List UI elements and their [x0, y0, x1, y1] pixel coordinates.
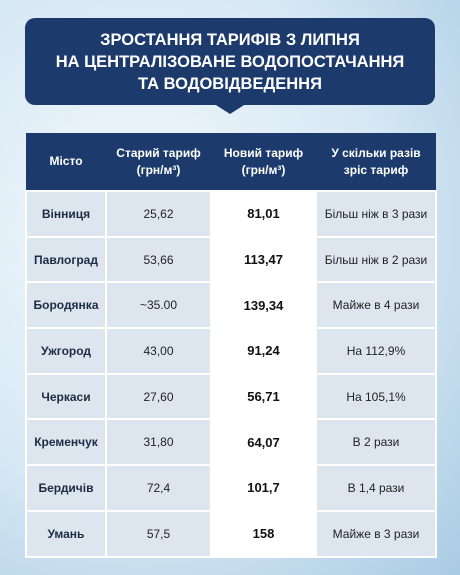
- table-cell: 56,71: [210, 372, 317, 421]
- city-cell: Павлоград: [25, 235, 107, 284]
- table-cell: В 2 рази: [315, 418, 437, 467]
- table-cell: Майже в 3 рази: [315, 509, 437, 558]
- city-cell: Бердичів: [25, 464, 107, 512]
- table-row: Кременчук 31,80 64,07 В 2 рази: [25, 418, 437, 467]
- column-header: У скільки разів зріс тариф: [316, 133, 436, 191]
- title-line: ТА ВОДОВІДВЕДЕННЯ: [138, 75, 322, 93]
- table-cell: 31,80: [105, 418, 212, 467]
- table-row: Вінниця 25,62 81,01 Більш ніж в 3 рази: [25, 190, 437, 238]
- column-header: Місто: [26, 133, 106, 191]
- tariff-table: Місто Старий тариф (грн/м³) Новий тариф (г…: [25, 133, 437, 558]
- table-cell: 57,5: [105, 509, 212, 558]
- table-cell: В 1,4 рази: [315, 464, 437, 512]
- table-cell: 81,01: [210, 190, 317, 238]
- table-cell: 43,00: [105, 327, 212, 375]
- title-line: ЗРОСТАННЯ ТАРИФІВ З ЛИПНЯ: [100, 31, 360, 49]
- title-line: НА ЦЕНТРАЛІЗОВАНЕ ВОДОПОСТАЧАННЯ: [55, 53, 405, 71]
- column-header: Старий тариф (грн/м³): [106, 133, 211, 191]
- table-row: Павлоград 53,66 113,47 Більш ніж в 2 рази: [25, 235, 437, 284]
- table-cell: 27,60: [105, 372, 212, 421]
- table-row: Умань 57,5 158 Майже в 3 рази: [25, 509, 437, 558]
- table-row: Бердичів 72,4 101,7 В 1,4 рази: [25, 464, 437, 512]
- table-cell: Майже в 4 рази: [315, 281, 437, 330]
- banner-pointer: [208, 100, 252, 114]
- table-cell: 72,4: [105, 464, 212, 512]
- table-cell: 91,24: [210, 327, 317, 375]
- city-cell: Умань: [25, 509, 107, 558]
- table-row: Черкаси 27,60 56,71 На 105,1%: [25, 372, 437, 421]
- table-cell: 101,7: [210, 464, 317, 512]
- column-header: Новий тариф (грн/м³): [211, 133, 316, 191]
- table-cell: 139,34: [210, 281, 317, 330]
- table-cell: 53,66: [105, 235, 212, 284]
- table-row: Ужгород 43,00 91,24 На 112,9%: [25, 327, 437, 375]
- city-cell: Бородянка: [25, 281, 107, 330]
- header-row: Місто Старий тариф (грн/м³) Новий тариф (г…: [26, 133, 436, 191]
- city-cell: Ужгород: [25, 327, 107, 375]
- city-cell: Вінниця: [25, 190, 107, 238]
- title-banner: ЗРОСТАННЯ ТАРИФІВ З ЛИПНЯ НА ЦЕНТРАЛІЗОВА…: [25, 18, 435, 105]
- table-row: Бородянка ~35.00 139,34 Майже в 4 рази: [25, 281, 437, 330]
- city-cell: Черкаси: [25, 372, 107, 421]
- table-cell: На 105,1%: [315, 372, 437, 421]
- table-cell: 158: [210, 509, 317, 558]
- city-cell: Кременчук: [25, 418, 107, 467]
- table-cell: 25,62: [105, 190, 212, 238]
- table-cell: На 112,9%: [315, 327, 437, 375]
- table-body: Вінниця 25,62 81,01 Більш ніж в 3 рази Павло…: [25, 190, 437, 558]
- table-cell: Більш ніж в 2 рази: [315, 235, 437, 284]
- table-cell: 64,07: [210, 418, 317, 467]
- table-cell: Більш ніж в 3 рази: [315, 190, 437, 238]
- table-cell: 113,47: [210, 235, 317, 284]
- table-cell: ~35.00: [105, 281, 212, 330]
